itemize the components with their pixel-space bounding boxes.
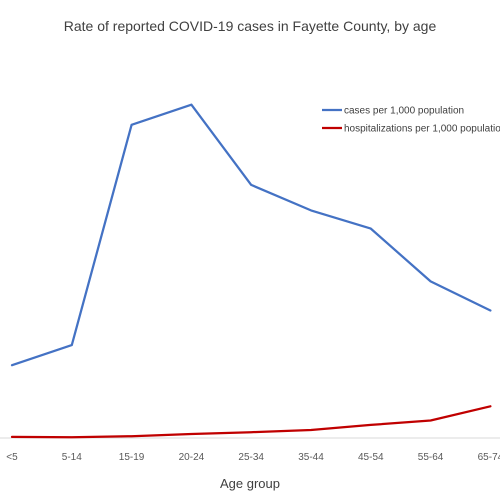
x-tick-label: 65-74 xyxy=(478,452,500,463)
x-tick-label: 15-19 xyxy=(119,452,145,463)
series-line-cases xyxy=(10,103,492,367)
x-tick-label: 20-24 xyxy=(179,452,205,463)
x-tick-label: 35-44 xyxy=(298,452,324,463)
chart-title: Rate of reported COVID-19 cases in Fayet… xyxy=(63,18,437,34)
legend-label: cases per 1,000 population xyxy=(344,106,464,117)
series-line-hospitalizations xyxy=(10,405,492,439)
legend-label: hospitalizations per 1,000 population xyxy=(344,124,500,135)
x-tick-label: 55-64 xyxy=(418,452,444,463)
x-tick-label: 25-34 xyxy=(238,452,264,463)
x-tick-label: 5-14 xyxy=(62,452,82,463)
x-tick-label: <5 xyxy=(6,452,18,463)
x-axis-label: Age group xyxy=(220,476,280,491)
x-tick-label: 45-54 xyxy=(358,452,384,463)
